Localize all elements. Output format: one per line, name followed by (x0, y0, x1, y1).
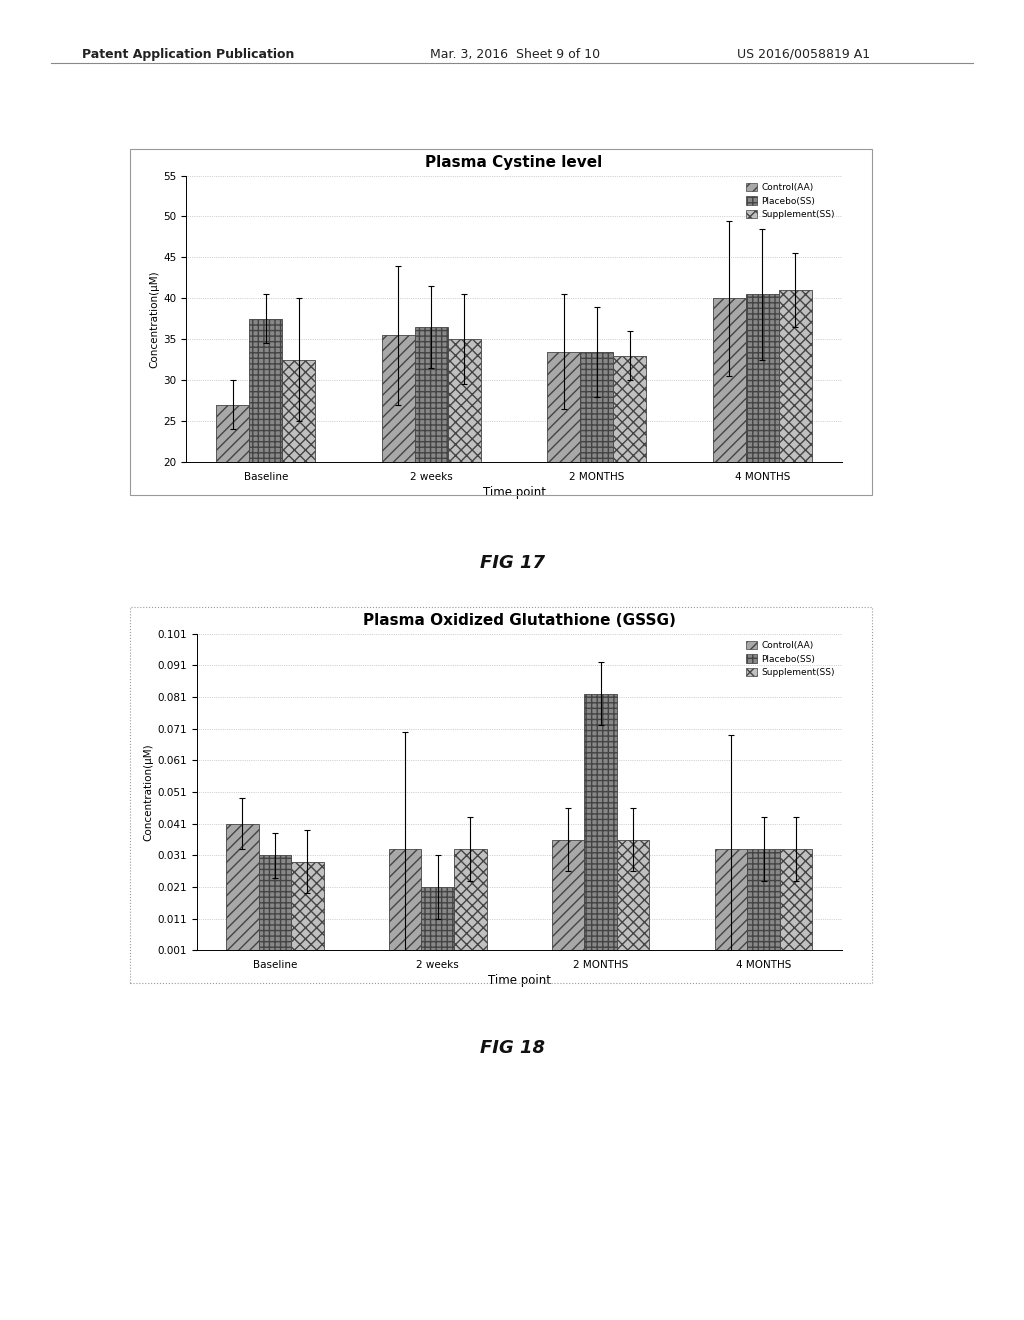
Bar (249, 318, 283, 626)
Text: Patent Application Publication: Patent Application Publication (82, 48, 294, 61)
Title: Plasma Oxidized Glutathione (GSSG): Plasma Oxidized Glutathione (GSSG) (362, 614, 676, 628)
Bar (616, 840, 649, 953)
Bar (748, 849, 780, 953)
X-axis label: Time point: Time point (487, 974, 551, 987)
Bar (745, 294, 779, 626)
Bar (713, 298, 745, 626)
Bar (447, 339, 481, 626)
Bar (454, 849, 486, 953)
Text: FIG 17: FIG 17 (479, 554, 545, 573)
Bar (547, 351, 581, 626)
Bar (422, 887, 454, 953)
Bar (552, 840, 585, 953)
Text: Mar. 3, 2016  Sheet 9 of 10: Mar. 3, 2016 Sheet 9 of 10 (430, 48, 600, 61)
Y-axis label: Concentration(µM): Concentration(µM) (150, 271, 159, 367)
X-axis label: Time point: Time point (482, 486, 546, 499)
Bar (283, 360, 315, 626)
Legend: Control(AA), Placebo(SS), Supplement(SS): Control(AA), Placebo(SS), Supplement(SS) (743, 180, 838, 222)
Bar (389, 849, 422, 953)
Bar (226, 824, 258, 953)
Bar (216, 405, 249, 626)
Legend: Control(AA), Placebo(SS), Supplement(SS): Control(AA), Placebo(SS), Supplement(SS) (743, 638, 838, 680)
Y-axis label: Concentration(µM): Concentration(µM) (143, 743, 154, 841)
Bar (415, 327, 447, 626)
Bar (613, 355, 646, 626)
Bar (715, 849, 748, 953)
Text: FIG 18: FIG 18 (479, 1039, 545, 1057)
Text: US 2016/0058819 A1: US 2016/0058819 A1 (737, 48, 870, 61)
Bar (258, 855, 291, 953)
Bar (291, 862, 324, 953)
Bar (780, 849, 812, 953)
Title: Plasma Cystine level: Plasma Cystine level (425, 156, 603, 170)
Bar (585, 694, 616, 953)
Bar (581, 351, 613, 626)
Bar (779, 290, 812, 626)
Bar (382, 335, 415, 626)
